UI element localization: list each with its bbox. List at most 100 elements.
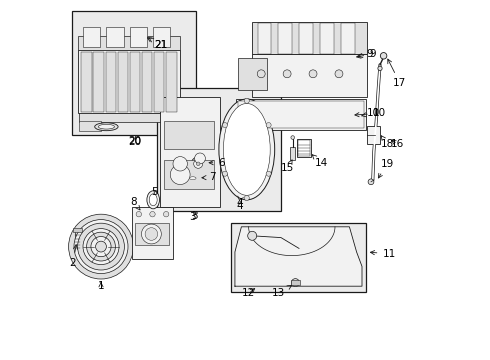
Ellipse shape [380, 53, 387, 59]
Bar [278, 23, 292, 54]
Bar [242, 103, 263, 126]
Ellipse shape [378, 66, 382, 71]
Text: 3: 3 [191, 211, 198, 221]
Polygon shape [235, 227, 362, 286]
Bar [330, 103, 351, 126]
Ellipse shape [98, 125, 115, 129]
Ellipse shape [69, 214, 133, 279]
Ellipse shape [87, 232, 116, 261]
Ellipse shape [96, 241, 106, 252]
Ellipse shape [248, 231, 257, 240]
Ellipse shape [257, 70, 265, 78]
Bar [135, 223, 170, 245]
Ellipse shape [245, 98, 249, 103]
Ellipse shape [190, 177, 196, 180]
Bar [77, 36, 180, 50]
Bar [297, 139, 311, 157]
Bar [292, 280, 300, 285]
Ellipse shape [192, 157, 205, 171]
Bar [290, 147, 295, 160]
Bar [252, 22, 368, 54]
Bar [72, 11, 196, 135]
Ellipse shape [195, 153, 205, 164]
Text: 19: 19 [378, 159, 394, 178]
Ellipse shape [150, 212, 155, 217]
Text: 13: 13 [272, 285, 292, 298]
Bar [298, 140, 310, 156]
Bar [238, 58, 267, 90]
Bar [153, 27, 171, 47]
Bar [368, 126, 380, 144]
Ellipse shape [194, 159, 203, 168]
Text: 4: 4 [236, 197, 243, 211]
Bar [160, 97, 220, 207]
Ellipse shape [223, 104, 270, 195]
Ellipse shape [222, 171, 227, 176]
Text: 3: 3 [190, 212, 196, 222]
Text: 14: 14 [312, 155, 328, 168]
Ellipse shape [283, 70, 291, 78]
Bar [271, 103, 293, 126]
Ellipse shape [245, 195, 249, 201]
Text: 15: 15 [281, 160, 294, 174]
Text: 10: 10 [355, 108, 386, 118]
Ellipse shape [266, 123, 271, 128]
Ellipse shape [145, 228, 158, 240]
Text: 7: 7 [202, 172, 216, 183]
Text: 8: 8 [130, 197, 140, 210]
Bar [83, 27, 100, 47]
Text: 18: 18 [381, 136, 394, 149]
Bar [299, 23, 313, 54]
Bar [157, 88, 281, 211]
Bar [142, 52, 152, 112]
Bar [118, 52, 128, 112]
Text: 16: 16 [391, 139, 404, 149]
Text: 6: 6 [209, 158, 225, 168]
Bar [105, 52, 116, 112]
Ellipse shape [171, 165, 190, 185]
Bar [77, 50, 180, 113]
Ellipse shape [147, 191, 160, 209]
Bar [166, 52, 176, 112]
Ellipse shape [309, 70, 317, 78]
Text: 21: 21 [148, 38, 167, 50]
Bar [258, 23, 271, 54]
Bar [164, 121, 215, 149]
Ellipse shape [219, 99, 275, 200]
Ellipse shape [188, 176, 198, 181]
Bar [252, 54, 368, 97]
Ellipse shape [95, 123, 118, 131]
Text: 1: 1 [98, 281, 104, 291]
Ellipse shape [196, 162, 200, 166]
Ellipse shape [74, 220, 128, 274]
Text: 9: 9 [357, 49, 376, 59]
Text: 10: 10 [362, 108, 380, 118]
Bar [164, 160, 215, 189]
Ellipse shape [173, 157, 187, 171]
Ellipse shape [335, 70, 343, 78]
Ellipse shape [368, 179, 374, 185]
Bar [130, 27, 147, 47]
Bar [130, 52, 140, 112]
Text: 11: 11 [370, 249, 395, 259]
Bar [81, 52, 92, 112]
Bar [231, 223, 366, 292]
Bar [106, 27, 123, 47]
Bar [236, 99, 366, 130]
Ellipse shape [164, 212, 169, 217]
Bar [94, 52, 104, 112]
Text: 17: 17 [388, 59, 406, 88]
Ellipse shape [136, 212, 142, 217]
Text: 9: 9 [358, 49, 372, 59]
Text: 5: 5 [151, 186, 158, 197]
Bar [79, 121, 101, 131]
Bar [75, 230, 80, 250]
Bar [154, 52, 165, 112]
Text: 12: 12 [242, 288, 255, 298]
Ellipse shape [83, 229, 119, 265]
Bar [320, 23, 334, 54]
Bar [238, 101, 364, 128]
Bar [341, 23, 355, 54]
Ellipse shape [266, 171, 271, 176]
Text: 4: 4 [236, 198, 243, 208]
